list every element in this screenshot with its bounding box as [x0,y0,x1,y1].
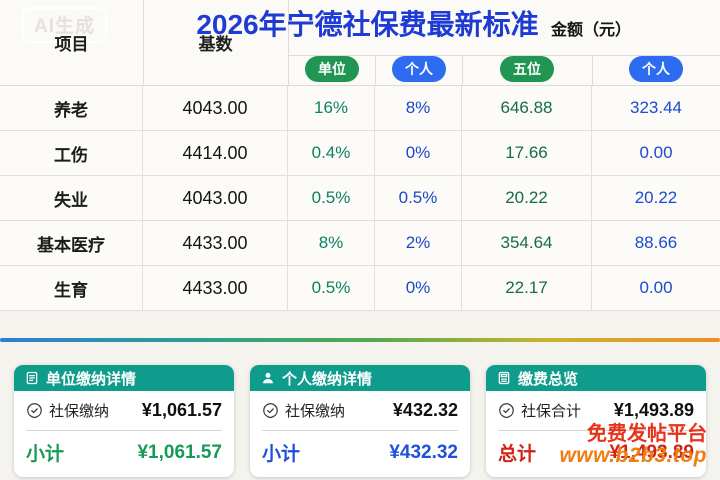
card-body: 社保缴纳 ¥432.32 小计 ¥432.32 [250,391,470,477]
document-icon [25,371,39,385]
cell-personal-rate: 8% [375,86,462,130]
page-title: 2026年宁德社保费最新标准 [196,9,539,40]
column-header-item: 项目 [54,35,89,54]
person-icon [261,371,275,385]
cell-unit-rate: 0.4% [288,131,375,175]
card-total-row: 小计 ¥432.32 [262,439,458,466]
cell-unit-amount: 17.66 [462,131,592,175]
card-row-value: ¥1,061.57 [141,400,222,420]
card-divider [26,430,222,431]
card-divider [262,430,458,431]
cell-personal-amount: 88.66 [634,233,678,252]
card-row: 社保缴纳 ¥1,061.57 [26,400,222,421]
cell-base: 4433.00 [143,266,288,310]
cell-unit-amount: 20.22 [462,176,592,220]
cell-unit-rate: 0.5% [288,176,375,220]
column-divider [375,55,376,85]
cell-unit-rate: 8% [288,221,375,265]
card-body: 社保缴纳 ¥1,061.57 小计 ¥1,061.57 [14,391,234,477]
cell-personal-amount: 323.44 [630,98,682,117]
cell-item: 工伤 [0,131,143,175]
card-row-value: ¥1,493.89 [613,400,694,420]
card-personal-payment-details: 个人缴纳详情 社保缴纳 ¥432.32 小计 ¥432.32 [250,365,470,477]
table-row-unemployment: 失业 4043.00 0.5% 0.5% 20.22 20.22 [0,176,720,221]
column-divider [592,55,593,85]
column-divider [288,0,289,85]
calculator-icon [497,371,511,385]
card-row-label: 社保合计 [521,403,582,420]
cell-base: 4043.00 [143,86,288,130]
card-total-label: 总计 [498,444,537,465]
cell-personal-rate: 0% [375,266,462,310]
cell-personal-amount: 20.22 [634,188,678,207]
card-total-row: 小计 ¥1,061.57 [26,439,222,466]
card-header: 缴费总览 [486,365,706,391]
card-row: 社保合计 ¥1,493.89 [498,400,694,421]
cell-item: 养老 [0,86,143,130]
cell-personal-amount: 0.00 [639,143,673,162]
header-row-divider [288,55,720,56]
card-total-value: ¥432.32 [389,441,458,463]
table-row-work-injury: 工伤 4414.00 0.4% 0% 17.66 0.00 [0,131,720,176]
card-total-value: ¥1,493.89 [609,441,694,463]
cell-item: 基本医疗 [0,221,143,265]
column-pill-personal-amount: 个人 [629,56,683,82]
card-row-label: 社保缴纳 [285,403,346,420]
card-row-label: 社保缴纳 [49,403,110,420]
table-body: 养老 4043.00 16% 8% 646.88 323.44 工伤 4414.… [0,86,720,311]
column-pill-personal-rate: 个人 [392,56,446,82]
ai-generated-badge: AI生成 [22,7,108,43]
column-divider [462,55,463,85]
gradient-divider [0,338,720,342]
table-header: AI生成 项目 基数 2026年宁德社保费最新标准 金额（元） 单位 个人 五位… [0,0,720,86]
card-total-label: 小计 [26,444,65,465]
card-header: 单位缴纳详情 [14,365,234,391]
cell-base: 4414.00 [143,131,288,175]
card-payment-overview: 缴费总览 社保合计 ¥1,493.89 总计 ¥1,493.89 [486,365,706,477]
card-body: 社保合计 ¥1,493.89 总计 ¥1,493.89 [486,391,706,477]
card-total-row: 总计 ¥1,493.89 [498,439,694,466]
watermark-text: 免费发帖平台 [587,423,707,445]
badge-check-icon [262,402,279,419]
card-title: 单位缴纳详情 [46,370,137,388]
cell-personal-rate: 0% [375,131,462,175]
card-title: 缴费总览 [518,370,579,388]
cell-unit-amount: 22.17 [462,266,592,310]
cell-base: 4043.00 [143,176,288,220]
badge-check-icon [26,402,43,419]
cell-base: 4433.00 [143,221,288,265]
cell-unit-amount: 354.64 [462,221,592,265]
amount-unit-note: 金额（元） [551,22,632,39]
cell-item: 生育 [0,266,143,310]
badge-check-icon [498,402,515,419]
watermark-url: www.b2b3.top [559,444,707,468]
insurance-standard-table: AI生成 项目 基数 2026年宁德社保费最新标准 金额（元） 单位 个人 五位… [0,0,720,311]
column-pill-unit-amount: 五位 [500,56,554,82]
cell-unit-amount: 646.88 [462,86,592,130]
cell-personal-rate: 2% [375,221,462,265]
table-row-maternity: 生育 4433.00 0.5% 0% 22.17 0.00 [0,266,720,311]
column-header-base: 基数 [198,35,233,54]
card-header: 个人缴纳详情 [250,365,470,391]
summary-cards: 单位缴纳详情 社保缴纳 ¥1,061.57 小计 ¥1,061.57 [0,365,720,477]
card-unit-payment-details: 单位缴纳详情 社保缴纳 ¥1,061.57 小计 ¥1,061.57 [14,365,234,477]
column-pill-unit-rate: 单位 [305,56,359,82]
cell-personal-rate: 0.5% [375,176,462,220]
cell-personal-amount: 0.00 [639,278,673,297]
card-row-value: ¥432.32 [392,400,458,420]
cell-unit-rate: 0.5% [288,266,375,310]
watermark: 免费发帖平台 www.b2b3.top [559,423,707,468]
table-row-basic-medical: 基本医疗 4433.00 8% 2% 354.64 88.66 [0,221,720,266]
cell-item: 失业 [0,176,143,220]
cell-unit-rate: 16% [288,86,375,130]
card-divider [498,430,694,431]
card-row: 社保缴纳 ¥432.32 [262,400,458,421]
card-title: 个人缴纳详情 [282,370,373,388]
card-total-label: 小计 [262,444,301,465]
column-divider [143,0,144,85]
card-total-value: ¥1,061.57 [137,441,222,463]
table-row-pension: 养老 4043.00 16% 8% 646.88 323.44 [0,86,720,131]
